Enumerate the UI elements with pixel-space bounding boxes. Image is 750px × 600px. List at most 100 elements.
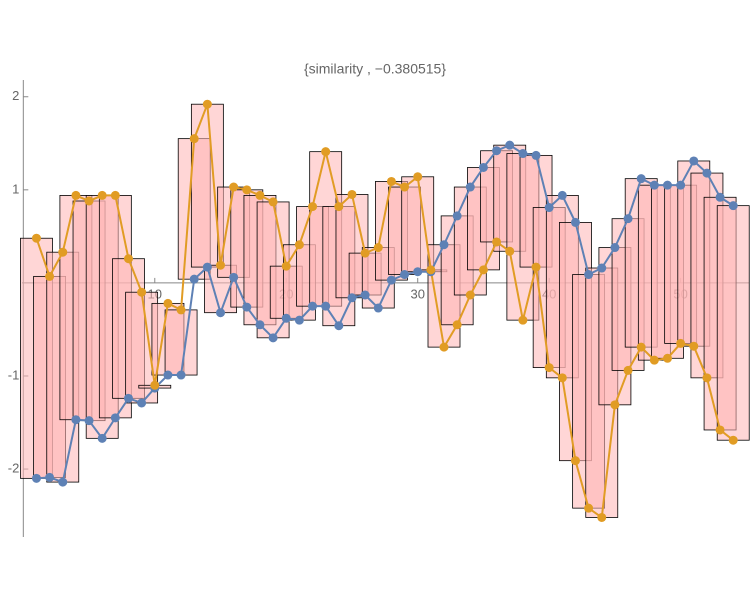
point [110, 413, 120, 423]
point [676, 180, 686, 190]
point [597, 263, 607, 273]
point [413, 267, 423, 277]
point [676, 338, 686, 348]
point [492, 146, 502, 156]
point [321, 147, 331, 157]
series-line [35, 103, 734, 520]
point [610, 243, 620, 253]
point [216, 308, 226, 318]
point [360, 248, 370, 258]
point [202, 99, 212, 109]
point [465, 290, 475, 300]
point [570, 217, 580, 227]
point [505, 246, 515, 256]
point [308, 202, 318, 212]
point [137, 287, 147, 297]
point [268, 333, 278, 343]
point [229, 272, 239, 282]
point [347, 293, 357, 303]
difference-box [716, 205, 750, 441]
point [689, 156, 699, 166]
point [45, 271, 55, 281]
point [452, 211, 462, 221]
point [702, 168, 712, 178]
point [373, 303, 383, 313]
point [584, 270, 594, 280]
point [623, 214, 633, 224]
point [242, 302, 252, 312]
point [597, 512, 607, 522]
point [137, 398, 147, 408]
point [465, 182, 475, 192]
point [294, 240, 304, 250]
point [71, 415, 81, 425]
point [71, 190, 81, 200]
y-tick-label: -1 [8, 367, 20, 382]
point [216, 260, 226, 270]
point [557, 373, 567, 383]
point [334, 321, 344, 331]
point [531, 150, 541, 160]
point [544, 363, 554, 373]
point [386, 176, 396, 186]
point [58, 477, 68, 487]
point [242, 185, 252, 195]
y-tick-label: 2 [12, 88, 19, 103]
point [452, 320, 462, 330]
point [31, 473, 41, 483]
point [623, 365, 633, 375]
point [478, 265, 488, 275]
point [439, 240, 449, 250]
point [636, 174, 646, 184]
point [123, 393, 133, 403]
point [45, 472, 55, 482]
point [505, 140, 515, 150]
point [702, 373, 712, 383]
chart-title: {similarity , −0.380515} [304, 61, 446, 77]
point [689, 341, 699, 351]
point [255, 320, 265, 330]
point [492, 237, 502, 247]
point [413, 172, 423, 182]
point [728, 201, 738, 211]
point [557, 190, 567, 200]
point [570, 456, 580, 466]
point [531, 262, 541, 272]
y-tick-label: 1 [12, 181, 19, 196]
point [281, 313, 291, 323]
point [662, 180, 672, 190]
point [229, 182, 239, 192]
point [202, 262, 212, 272]
point [662, 353, 672, 363]
point [84, 196, 94, 206]
point [97, 433, 107, 443]
point [439, 342, 449, 352]
point [636, 342, 646, 352]
point [518, 149, 528, 159]
point [58, 247, 68, 257]
point [426, 265, 436, 275]
point [400, 270, 410, 280]
point [715, 192, 725, 202]
point [294, 315, 304, 325]
point [649, 355, 659, 365]
point [334, 202, 344, 212]
point [584, 503, 594, 513]
point [150, 380, 160, 390]
point [110, 190, 120, 200]
y-tick-label: -2 [8, 460, 20, 475]
point [123, 254, 133, 264]
point [518, 315, 528, 325]
point [373, 243, 383, 253]
point [386, 275, 396, 285]
point [281, 261, 291, 271]
point [610, 400, 620, 410]
point [176, 370, 186, 380]
point [360, 290, 370, 300]
point [189, 134, 199, 144]
difference-box [164, 309, 198, 376]
x-tick-label: 30 [410, 286, 424, 301]
point [347, 189, 357, 199]
point [163, 370, 173, 380]
